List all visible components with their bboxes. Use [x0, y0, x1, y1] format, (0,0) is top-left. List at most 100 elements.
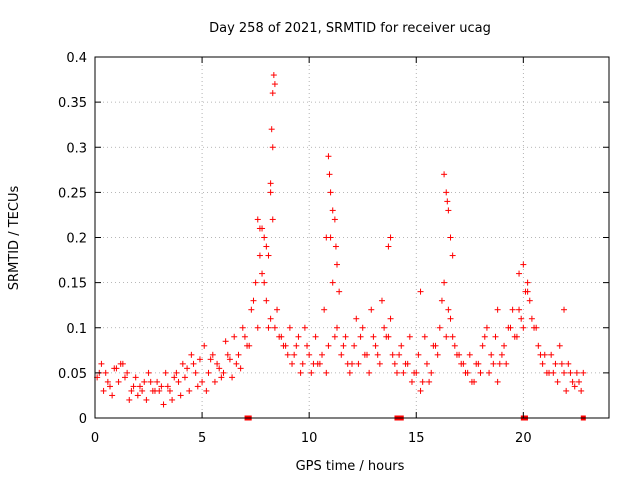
data-point [136, 383, 143, 390]
data-point [301, 324, 308, 331]
data-point [222, 338, 229, 345]
data-point [267, 189, 274, 196]
data-point [143, 396, 150, 403]
data-point [466, 351, 473, 358]
data-point [280, 342, 287, 349]
data-point [299, 360, 306, 367]
data-point [441, 171, 448, 178]
data-point [393, 369, 400, 376]
data-point [331, 216, 338, 223]
data-point [520, 261, 527, 268]
x-tick-label: 20 [515, 431, 532, 446]
data-point [321, 306, 328, 313]
data-point [306, 351, 313, 358]
data-point [289, 360, 296, 367]
data-point [205, 369, 212, 376]
data-point [295, 333, 302, 340]
data-point [486, 369, 493, 376]
x-axis-ticks: 0 5 10 15 20 [91, 57, 532, 446]
data-point [115, 378, 122, 385]
x-tick-label: 5 [198, 431, 206, 446]
data-point [141, 378, 148, 385]
data-point [256, 225, 263, 232]
data-point [357, 333, 364, 340]
data-point [250, 297, 257, 304]
data-point [490, 360, 497, 367]
data-point [181, 374, 188, 381]
data-point [186, 387, 193, 394]
data-point [464, 369, 471, 376]
y-tick-label: 0.25 [58, 186, 87, 201]
data-point [370, 333, 377, 340]
y-tick-label: 0.35 [58, 96, 87, 111]
data-point [501, 342, 508, 349]
data-point [293, 342, 300, 349]
data-point [383, 333, 390, 340]
data-point [404, 360, 411, 367]
x-tick-label: 15 [408, 431, 425, 446]
data-point [254, 324, 261, 331]
data-point [351, 342, 358, 349]
data-point [121, 374, 128, 381]
data-point [239, 324, 246, 331]
data-point [430, 342, 437, 349]
data-point [444, 198, 451, 205]
data-point [434, 351, 441, 358]
data-point [169, 396, 176, 403]
data-point [391, 360, 398, 367]
data-point [261, 234, 268, 241]
data-point [428, 369, 435, 376]
data-point [526, 297, 533, 304]
data-point [314, 360, 321, 367]
data-point [535, 342, 542, 349]
data-point [325, 153, 332, 160]
data-point [179, 360, 186, 367]
data-point [336, 288, 343, 295]
data-point [552, 360, 559, 367]
chart-title: Day 258 of 2021, SRMTID for receiver uca… [209, 21, 491, 36]
data-point [398, 342, 405, 349]
data-point [224, 351, 231, 358]
data-point [265, 324, 272, 331]
y-tick-label: 0.2 [66, 232, 87, 247]
data-point [578, 387, 585, 394]
data-point [312, 333, 319, 340]
data-point [537, 351, 544, 358]
data-point [447, 315, 454, 322]
data-point [436, 324, 443, 331]
data-point [269, 90, 276, 97]
data-point [376, 360, 383, 367]
data-point [374, 351, 381, 358]
data-point [128, 387, 135, 394]
data-point [329, 207, 336, 214]
data-point [492, 333, 499, 340]
data-point [406, 333, 413, 340]
data-point [520, 324, 527, 331]
data-point [286, 324, 293, 331]
data-point [117, 360, 124, 367]
data-point [102, 369, 109, 376]
data-point [194, 383, 201, 390]
data-point [576, 378, 583, 385]
data-point [507, 324, 514, 331]
data-point [211, 378, 218, 385]
data-point [308, 369, 315, 376]
data-point [326, 171, 333, 178]
y-tick-label: 0.05 [58, 367, 87, 382]
y-tick-label: 0.1 [66, 322, 87, 337]
data-point [378, 297, 385, 304]
data-point [567, 369, 574, 376]
data-point [569, 378, 576, 385]
data-point [496, 360, 503, 367]
data-point [218, 374, 225, 381]
data-point [252, 279, 259, 286]
data-point [571, 383, 578, 390]
data-point [216, 365, 223, 372]
data-point [139, 387, 146, 394]
data-point [524, 288, 531, 295]
data-point [503, 360, 510, 367]
data-point [441, 279, 448, 286]
data-point [263, 297, 270, 304]
data-point [565, 360, 572, 367]
x-tick-label: 0 [91, 431, 99, 446]
